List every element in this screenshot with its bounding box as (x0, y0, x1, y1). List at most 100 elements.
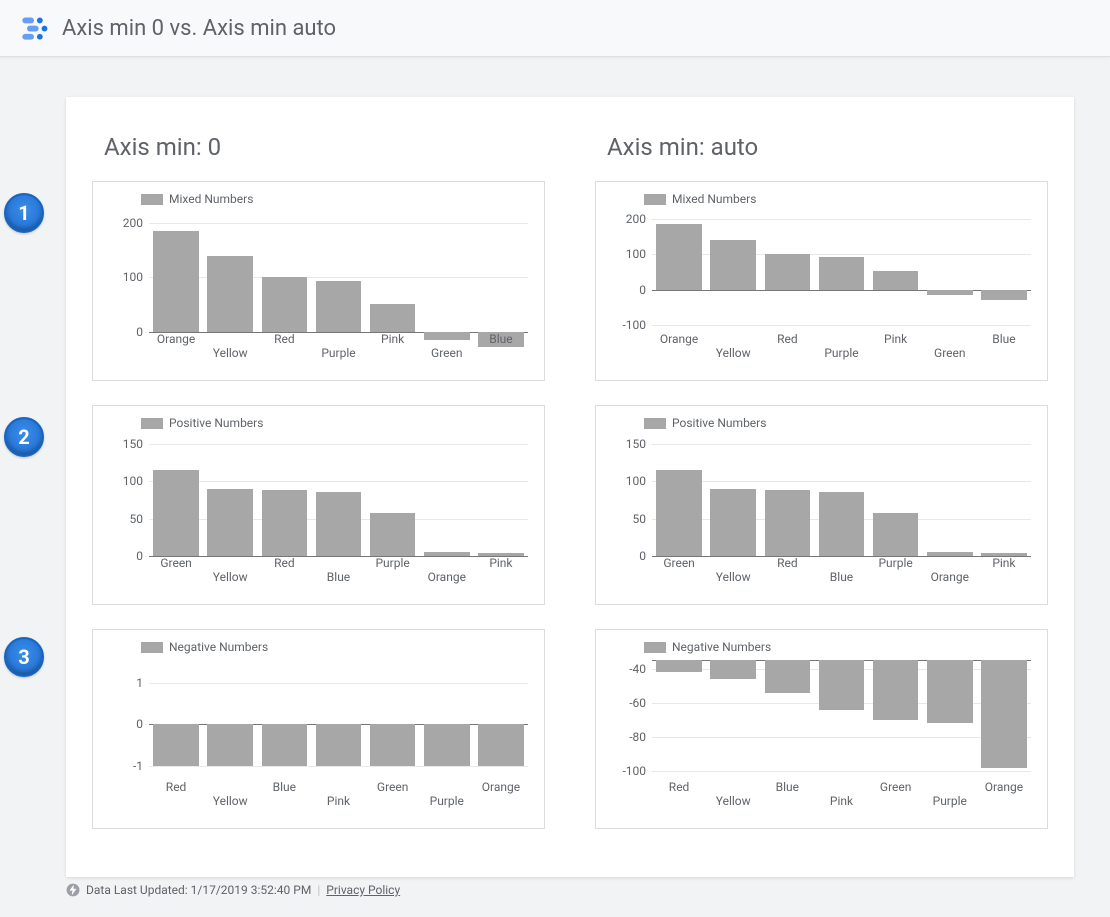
bar (316, 281, 361, 332)
legend-label: Positive Numbers (672, 416, 766, 430)
x-tick-label: Red (760, 332, 814, 346)
bar (710, 489, 755, 557)
x-tick-label: Orange (923, 570, 977, 584)
bar (710, 240, 755, 289)
left-column: Axis min: 0 Mixed Numbers0100200OrangeYe… (92, 125, 545, 853)
report-footer: Data Last Updated: 1/17/2019 3:52:40 PM … (66, 883, 1074, 897)
y-tick-label: -100 (622, 318, 652, 332)
chart-legend: Positive Numbers (644, 416, 1035, 430)
x-tick-label: Blue (311, 570, 365, 584)
x-label-slot: Yellow (706, 556, 760, 586)
x-tick-label: Orange (977, 780, 1031, 794)
x-tick-label: Green (366, 780, 420, 794)
x-label-slot: Purple (311, 332, 365, 362)
app-header: Axis min 0 vs. Axis min auto (0, 0, 1110, 57)
x-labels: RedYellowBluePinkGreenPurpleOrange (652, 780, 1031, 810)
x-label-slot: Blue (977, 332, 1031, 362)
legend-swatch (644, 194, 666, 205)
chart-legend: Mixed Numbers (141, 192, 532, 206)
y-tick-label: 200 (123, 216, 149, 230)
bar (153, 724, 198, 765)
x-tick-label: Red (760, 556, 814, 570)
x-tick-label: Pink (869, 332, 923, 346)
x-label-slot: Yellow (706, 332, 760, 362)
bar (819, 492, 864, 557)
chart-row2-right: Positive Numbers 050100150GreenYellowRedB… (595, 405, 1048, 605)
x-tick-label: Pink (311, 794, 365, 808)
bar (981, 290, 1026, 300)
bar (316, 492, 361, 557)
bar (819, 257, 864, 290)
bar (478, 724, 523, 765)
x-tick-label: Pink (977, 556, 1031, 570)
x-tick-label: Blue (474, 332, 528, 346)
y-tick-label: 0 (639, 283, 652, 297)
bar (656, 224, 701, 289)
x-label-slot: Pink (366, 332, 420, 362)
legend-swatch (644, 418, 666, 429)
row-badge-3: 3 (4, 637, 44, 677)
y-tick-label: 100 (123, 270, 149, 284)
x-label-slot: Orange (652, 332, 706, 362)
chart-legend: Mixed Numbers (644, 192, 1035, 206)
x-tick-label: Orange (420, 570, 474, 584)
x-labels: OrangeYellowRedPurplePinkGreenBlue (149, 332, 528, 362)
x-tick-label: Orange (652, 332, 706, 346)
chart-plot: 050100150GreenYellowRedBluePurpleOrangeP… (652, 436, 1031, 586)
legend-swatch (141, 642, 163, 653)
x-tick-label: Green (420, 346, 474, 360)
bar (153, 231, 198, 332)
bar (819, 660, 864, 710)
legend-swatch (644, 642, 666, 653)
y-tick-label: -60 (629, 696, 652, 710)
x-label-slot: Yellow (203, 556, 257, 586)
bar (765, 490, 810, 556)
x-label-slot: Orange (923, 556, 977, 586)
chart-row1-left: Mixed Numbers0100200OrangeYellowRedPurpl… (92, 181, 545, 381)
y-tick-label: -80 (629, 730, 652, 744)
y-tick-label: 0 (136, 549, 149, 563)
x-label-slot: Green (923, 332, 977, 362)
left-column-title: Axis min: 0 (104, 133, 545, 161)
y-tick-label: 100 (626, 247, 652, 261)
x-tick-label: Purple (420, 794, 474, 808)
x-tick-label: Green (869, 780, 923, 794)
bolt-icon (66, 883, 80, 897)
x-label-slot: Purple (869, 556, 923, 586)
x-labels: OrangeYellowRedPurplePinkGreenBlue (652, 332, 1031, 362)
y-tick-label: -1 (133, 759, 149, 773)
x-label-slot: Blue (760, 780, 814, 810)
bar (207, 256, 252, 332)
x-labels: GreenYellowRedBluePurpleOrangePink (149, 556, 528, 586)
x-tick-label: Yellow (706, 570, 760, 584)
privacy-policy-link[interactable]: Privacy Policy (326, 883, 400, 897)
bar (262, 724, 307, 765)
row-badge-2: 2 (4, 417, 44, 457)
x-tick-label: Green (652, 556, 706, 570)
x-label-slot: Blue (311, 556, 365, 586)
chart-plot: -100-80-60-40RedYellowBluePinkGreenPurpl… (652, 660, 1031, 810)
y-tick-label: 1 (136, 676, 149, 690)
x-label-slot: Red (760, 556, 814, 586)
bar (765, 660, 810, 693)
x-tick-label: Orange (474, 780, 528, 794)
legend-swatch (141, 418, 163, 429)
footer-separator: | (317, 883, 320, 897)
x-tick-label: Purple (923, 794, 977, 808)
bar (873, 660, 918, 720)
bar (873, 513, 918, 556)
bar (262, 277, 307, 332)
right-column: Axis min: auto Mixed Numbers-1000100200O… (595, 125, 1048, 853)
x-tick-label: Yellow (706, 346, 760, 360)
x-label-slot: Blue (257, 780, 311, 810)
page-title: Axis min 0 vs. Axis min auto (62, 16, 336, 41)
y-tick-label: 0 (639, 549, 652, 563)
bar (873, 271, 918, 289)
bar (316, 724, 361, 765)
x-tick-label: Orange (149, 332, 203, 346)
legend-label: Mixed Numbers (672, 192, 756, 206)
x-label-slot: Red (760, 332, 814, 362)
bar (370, 513, 415, 556)
chart-legend: Positive Numbers (141, 416, 532, 430)
x-tick-label: Yellow (203, 794, 257, 808)
